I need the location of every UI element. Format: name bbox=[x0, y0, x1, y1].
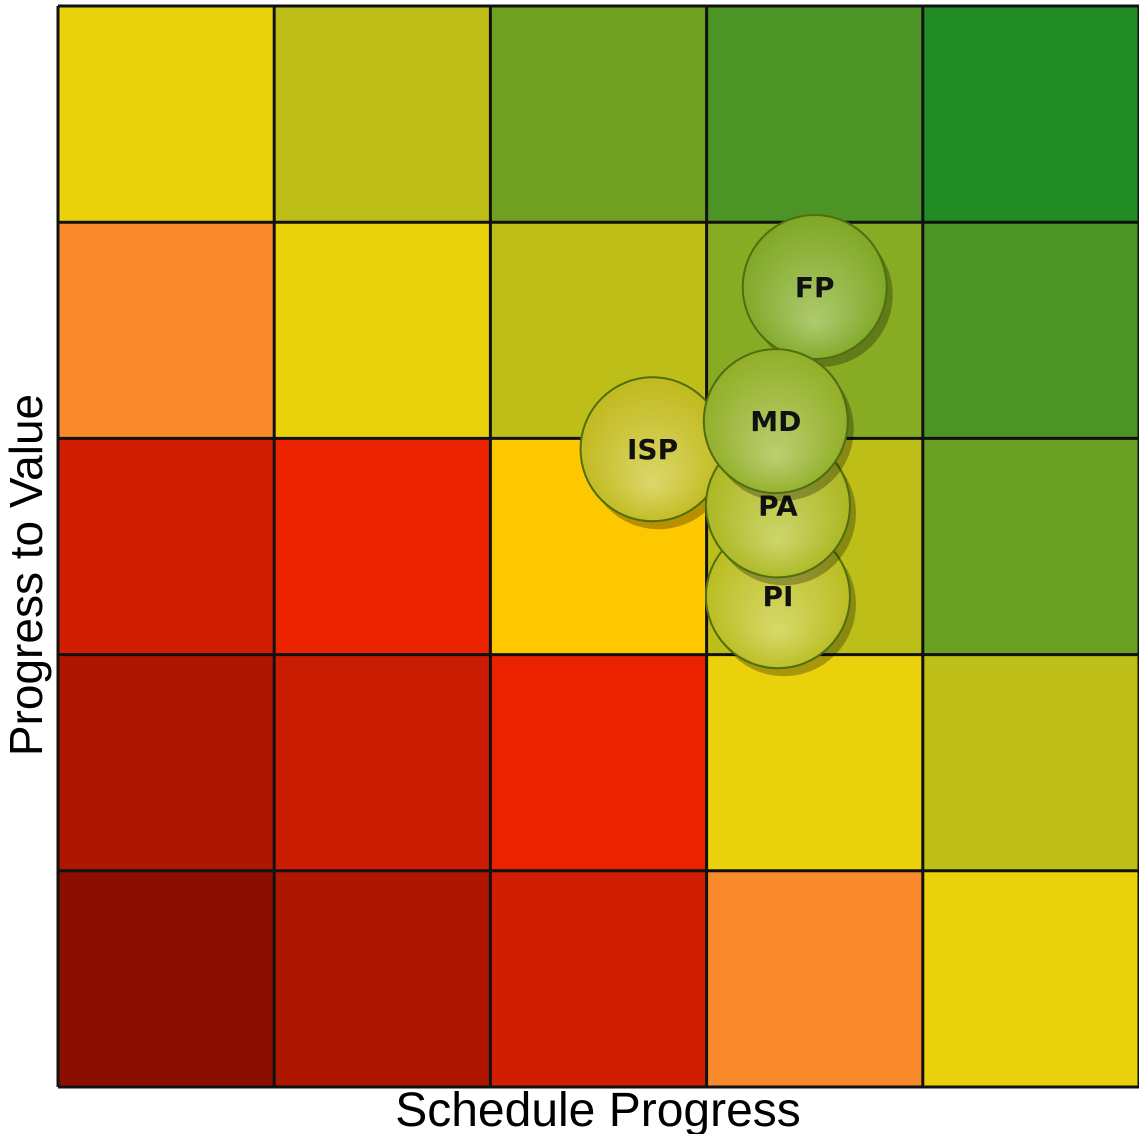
heatmap-cell bbox=[490, 6, 707, 223]
heatmap-cell bbox=[58, 438, 275, 655]
bubble-label: MD bbox=[750, 405, 801, 438]
heatmap-cell bbox=[58, 6, 275, 223]
bubble-layer: ISP PI PA FP MD bbox=[579, 214, 893, 677]
heatmap-cell bbox=[490, 654, 707, 871]
heatmap-cell bbox=[922, 6, 1139, 223]
heatmap-cells bbox=[58, 6, 1139, 1087]
bubble-label: PI bbox=[762, 580, 793, 613]
grid-lines bbox=[56, 4, 1139, 1089]
heatmap-cell bbox=[274, 6, 491, 223]
bubble-label: ISP bbox=[627, 433, 678, 466]
heatmap-cell bbox=[706, 654, 923, 871]
bubble-label: FP bbox=[795, 271, 835, 304]
heatmap-cell bbox=[922, 438, 1139, 655]
heatmap-cell bbox=[58, 222, 275, 439]
heatmap-cell bbox=[706, 870, 923, 1087]
heatmap-cell bbox=[274, 438, 491, 655]
heatmap-cell bbox=[58, 654, 275, 871]
x-axis-label: Schedule Progress bbox=[395, 1084, 801, 1134]
bubble-circle bbox=[702, 348, 849, 495]
heatmap-cell bbox=[706, 6, 923, 223]
heatmap-cell bbox=[922, 222, 1139, 439]
bubble: FP bbox=[741, 214, 893, 368]
y-axis-label: Progress to Value bbox=[0, 394, 52, 756]
heatmap-cell bbox=[274, 870, 491, 1087]
bubble-circle bbox=[741, 214, 888, 361]
heatmap-cell bbox=[922, 870, 1139, 1087]
bubble-label: PA bbox=[758, 489, 798, 522]
heatmap-cell bbox=[58, 870, 275, 1087]
heatmap-cell bbox=[490, 870, 707, 1087]
heatmap-cell bbox=[922, 654, 1139, 871]
heatmap-cell bbox=[274, 222, 491, 439]
bubble: MD bbox=[702, 348, 854, 502]
bubble: ISP bbox=[579, 376, 731, 530]
heatmap-cell bbox=[274, 654, 491, 871]
